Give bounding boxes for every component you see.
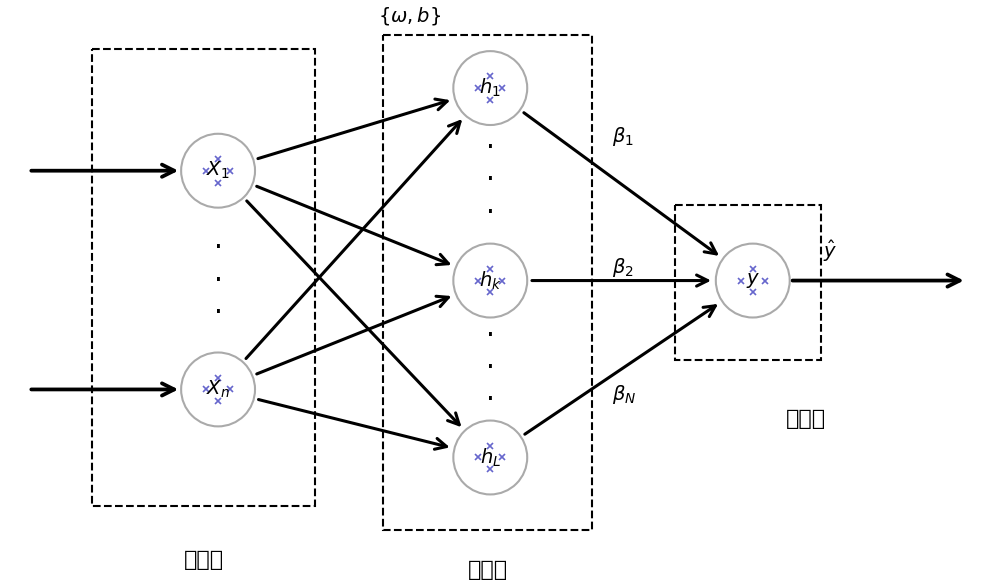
Bar [92, 49, 315, 506]
Text: $X_1$: $X_1$ [206, 160, 230, 181]
Text: $X_n$: $X_n$ [206, 379, 230, 400]
Text: 输入层: 输入层 [183, 550, 224, 570]
Text: ·
·
·: · · · [486, 134, 495, 227]
Text: $h_1$: $h_1$ [479, 77, 501, 99]
Text: ·
·
·: · · · [214, 234, 223, 327]
Text: ·
·
·: · · · [486, 322, 495, 414]
Text: $h_k$: $h_k$ [479, 270, 502, 292]
Bar [383, 35, 592, 531]
Bar [675, 205, 821, 360]
Text: 输出层: 输出层 [786, 409, 826, 429]
Text: $\hat{y}$: $\hat{y}$ [823, 239, 838, 264]
Text: $\{\omega, b\}$: $\{\omega, b\}$ [378, 5, 442, 27]
Text: $\beta _1$: $\beta _1$ [612, 125, 634, 148]
Text: $h_L$: $h_L$ [480, 446, 501, 469]
Text: 隐含层: 隐含层 [468, 560, 508, 580]
Text: $y$: $y$ [746, 271, 760, 290]
Text: $\beta _2$: $\beta _2$ [612, 256, 634, 280]
Text: $\beta _N$: $\beta _N$ [612, 383, 636, 406]
